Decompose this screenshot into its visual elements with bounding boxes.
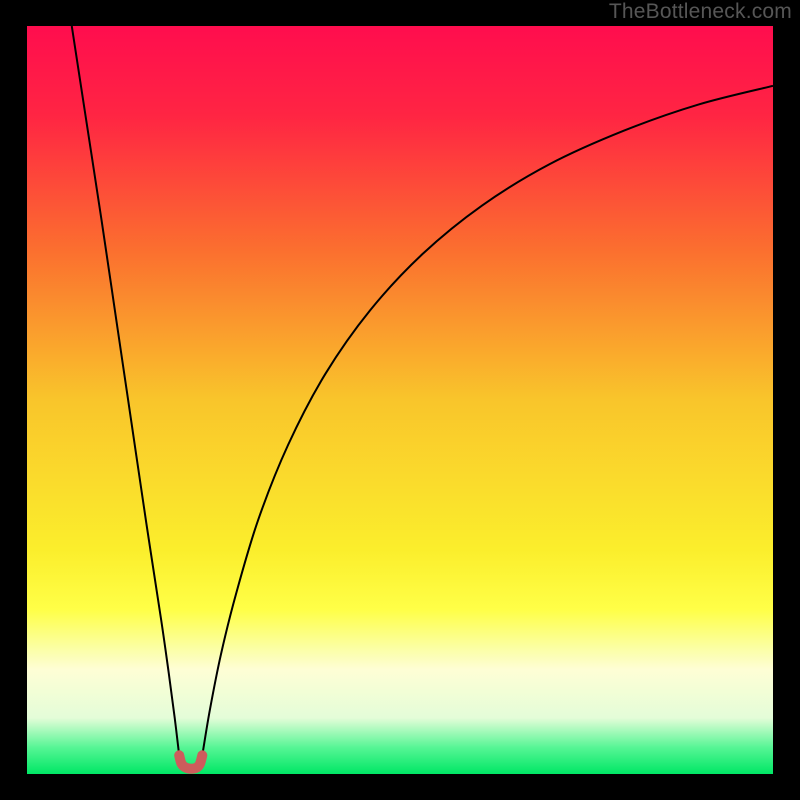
chart-frame: TheBottleneck.com (0, 0, 800, 800)
watermark-text: TheBottleneck.com (609, 0, 792, 24)
gradient-background (27, 26, 773, 774)
plot-area (27, 26, 773, 774)
bottleneck-chart-svg (27, 26, 773, 774)
